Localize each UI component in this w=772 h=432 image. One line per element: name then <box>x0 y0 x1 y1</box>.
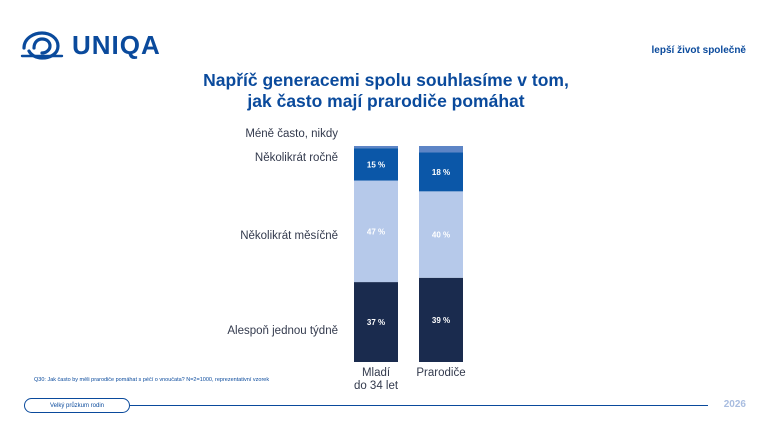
bar-segment-weekly-2 <box>419 277 463 362</box>
brand-name: UNIQA <box>72 29 161 60</box>
bar-value-label-monthly-1: 47 % <box>367 227 385 236</box>
bar-value-label-yearly-2: 18 % <box>432 168 450 177</box>
series-label-weekly: Alespoň jednou týdně <box>227 325 338 337</box>
uniqa-logo: UNIQA <box>20 28 161 62</box>
brand-tagline: lepší život společně <box>651 45 746 56</box>
slide-title-line-2: jak často mají prarodiče pomáhat <box>247 91 525 111</box>
slide-title-line-1: Napříč generacemi spolu souhlasíme v tom… <box>203 70 569 90</box>
series-label-monthly: Několikrát měsíčně <box>240 230 338 242</box>
category-label-2-line-1: Prarodiče <box>416 367 465 379</box>
series-label-less-often: Méně často, nikdy <box>245 128 338 140</box>
slide-title: Napříč generacemi spolu souhlasíme v tom… <box>0 70 772 112</box>
bar-segment-weekly-1 <box>354 282 398 362</box>
survey-note: Q30: Jak často by měli prarodiče pomáhat… <box>34 377 270 383</box>
bar-segment-yearly-2 <box>419 152 463 192</box>
footer-divider <box>130 405 708 406</box>
footer-pill[interactable]: Velký průzkum rodin <box>24 398 130 413</box>
category-label-1-line-1: Mladí <box>362 367 391 379</box>
bar-value-label-monthly-2: 40 % <box>432 231 450 240</box>
bar-segment-monthly-1 <box>354 180 398 283</box>
bar-value-label-weekly-2: 39 % <box>432 316 450 325</box>
bar-segment-less-often-1 <box>354 146 398 149</box>
footer-year: 2026 <box>723 399 746 410</box>
series-label-yearly: Několikrát ročně <box>254 152 338 164</box>
bar-segment-less-often-2 <box>419 146 463 153</box>
bar-value-label-weekly-1: 37 % <box>367 318 385 327</box>
bar-value-label-yearly-1: 15 % <box>367 160 385 169</box>
uniqa-logo-icon <box>20 31 64 60</box>
bar-segment-yearly-1 <box>354 148 398 181</box>
bar-segment-monthly-2 <box>419 191 463 278</box>
category-label-1-line-2: do 34 let <box>354 380 399 392</box>
